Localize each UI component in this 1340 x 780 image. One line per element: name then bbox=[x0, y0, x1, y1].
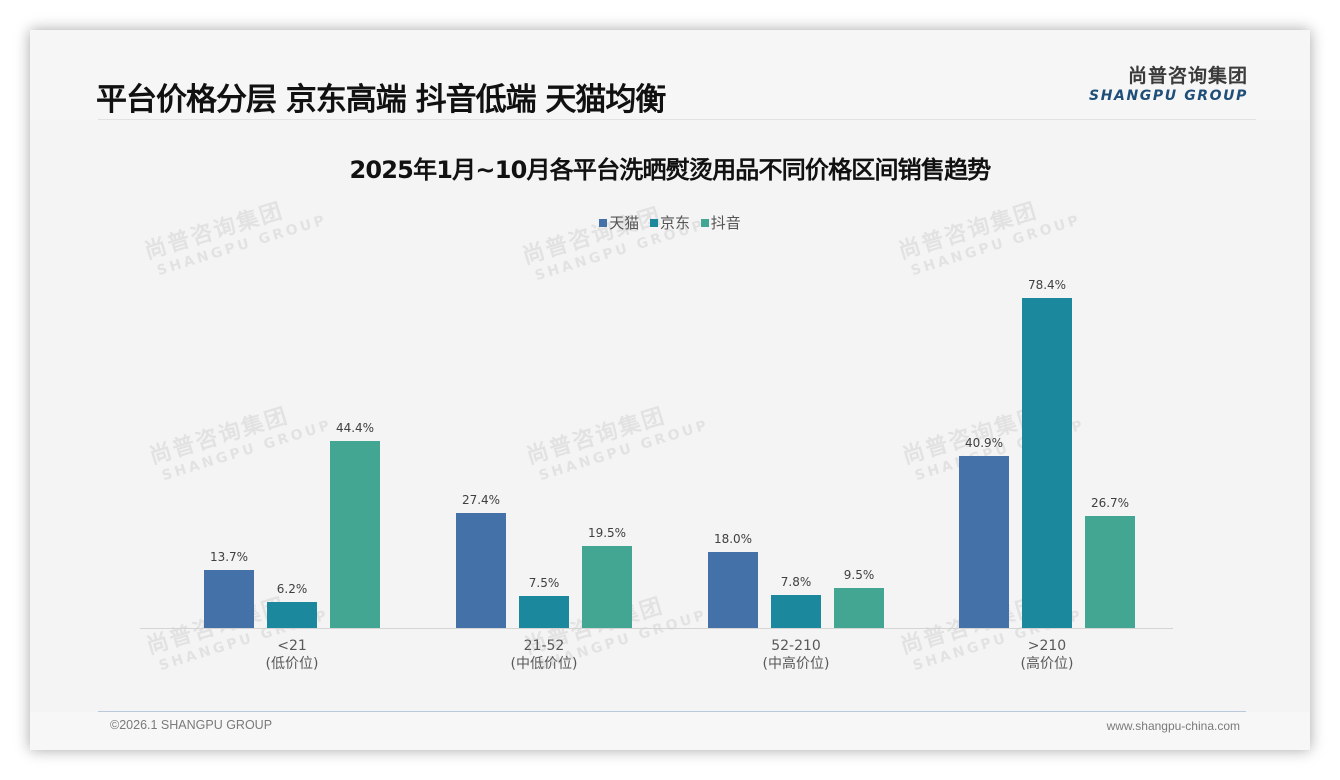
bar-value-label: 13.7% bbox=[209, 550, 249, 564]
legend-item-tmall: 天猫 bbox=[599, 212, 639, 233]
chart-title: 2025年1月~10月各平台洗晒熨烫用品不同价格区间销售趋势 bbox=[349, 156, 991, 184]
bar-tmall bbox=[456, 513, 506, 628]
bar-value-label: 7.8% bbox=[780, 575, 812, 589]
category-tier: (高价位) bbox=[1020, 656, 1074, 672]
footer-divider bbox=[98, 711, 1246, 712]
title-divider bbox=[98, 119, 1256, 120]
legend-swatch-icon bbox=[700, 219, 709, 227]
x-axis-category-label: >210 (高价位) bbox=[967, 637, 1127, 673]
category-tier: (低价位) bbox=[265, 656, 319, 672]
legend-item-douyin: 抖音 bbox=[700, 212, 741, 233]
bar-jd bbox=[771, 595, 821, 628]
page-title: 平台价格分层 京东高端 抖音低端 天猫均衡 bbox=[96, 82, 666, 118]
x-axis-line bbox=[140, 628, 1173, 629]
company-logo: 尚普咨询集团 SHANGPU GROUP bbox=[1088, 64, 1248, 104]
bar-value-label: 78.4% bbox=[1027, 278, 1067, 292]
bar-jd bbox=[267, 602, 317, 628]
legend-swatch-icon bbox=[649, 219, 658, 227]
x-axis-category-label: 21-52 (中低价位) bbox=[464, 637, 624, 673]
category-tier: (中低价位) bbox=[510, 656, 578, 672]
bar-jd bbox=[519, 596, 569, 628]
x-axis-category-label: <21 (低价位) bbox=[212, 637, 372, 673]
x-axis-category-label: 52-210 (中高价位) bbox=[716, 637, 876, 673]
footer-band bbox=[30, 712, 1310, 750]
bar-value-label: 18.0% bbox=[713, 532, 753, 546]
bar-value-label: 9.5% bbox=[843, 568, 875, 582]
bar-value-label: 26.7% bbox=[1090, 496, 1130, 510]
logo-chinese-text: 尚普咨询集团 bbox=[1127, 65, 1248, 87]
bar-douyin bbox=[1085, 516, 1135, 628]
footer-website: www.shangpu-china.com bbox=[1106, 719, 1240, 733]
bar-value-label: 6.2% bbox=[276, 582, 308, 596]
category-range: >210 bbox=[1027, 638, 1067, 654]
bar-douyin bbox=[582, 546, 632, 628]
bar-value-label: 19.5% bbox=[587, 526, 627, 540]
legend-swatch-icon bbox=[599, 219, 608, 227]
bar-value-label: 44.4% bbox=[335, 421, 375, 435]
bar-chart-plot: 13.7% 6.2% 44.4% <21 (低价位) 27.4% 7.5% 19.5% 21-5… bbox=[30, 30, 1310, 750]
category-range: <21 bbox=[277, 638, 307, 654]
category-range: 52-210 bbox=[771, 638, 821, 654]
bar-tmall bbox=[708, 552, 758, 628]
bar-douyin bbox=[330, 441, 380, 628]
logo-english-text: SHANGPU GROUP bbox=[1089, 88, 1248, 104]
bar-value-label: 40.9% bbox=[964, 436, 1004, 450]
footer-copyright: ©2026.1 SHANGPU GROUP bbox=[110, 718, 273, 732]
bar-value-label: 7.5% bbox=[528, 576, 560, 590]
bar-douyin bbox=[834, 588, 884, 628]
bar-jd bbox=[1022, 298, 1072, 628]
legend-item-jd: 京东 bbox=[649, 212, 690, 233]
slide: 平台价格分层 京东高端 抖音低端 天猫均衡 尚普咨询集团 SHANGPU GRO… bbox=[30, 30, 1310, 750]
header-band bbox=[30, 30, 1310, 120]
bar-tmall bbox=[959, 456, 1009, 628]
chart-legend: 天猫 京东 抖音 bbox=[30, 212, 1310, 233]
bar-value-label: 27.4% bbox=[461, 493, 501, 507]
bar-tmall bbox=[204, 570, 254, 628]
category-tier: (中高价位) bbox=[762, 656, 830, 672]
category-range: 21-52 bbox=[523, 638, 565, 654]
